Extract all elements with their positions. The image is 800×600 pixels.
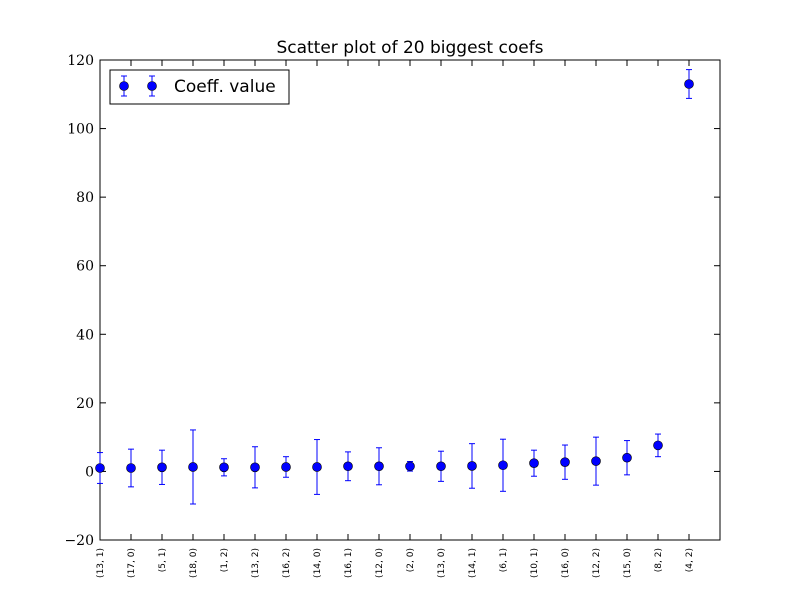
data-point bbox=[498, 460, 508, 471]
data-point bbox=[684, 79, 694, 89]
x-tick-label: (13, 1) bbox=[96, 548, 106, 578]
x-tick-label: (6, 1) bbox=[499, 548, 509, 572]
x-tick-label: (13, 0) bbox=[437, 548, 447, 578]
x-tick-label: (18, 0) bbox=[189, 548, 199, 578]
legend-marker-right bbox=[147, 81, 157, 91]
data-point bbox=[560, 457, 570, 467]
data-point bbox=[95, 463, 105, 473]
data-point bbox=[250, 462, 260, 473]
data-point bbox=[157, 462, 167, 473]
x-tick-label: (12, 0) bbox=[375, 548, 385, 578]
data-point bbox=[467, 461, 477, 471]
x-tick-label: (1, 2) bbox=[220, 548, 230, 572]
x-tick-label: (14, 0) bbox=[313, 548, 323, 578]
data-point bbox=[219, 462, 229, 473]
y-tick-label: 100 bbox=[67, 122, 94, 138]
data-point bbox=[188, 462, 198, 472]
x-tick-label: (16, 1) bbox=[344, 548, 354, 578]
plot-area: −20 0 20 40 60 80 100 120 (13, 1) (17, 0) (5, 1) (1… bbox=[64, 53, 721, 578]
x-tick-label: (4, 2) bbox=[685, 548, 695, 572]
x-tick-label: (12, 2) bbox=[592, 548, 602, 578]
x-tick-label: (13, 2) bbox=[251, 548, 261, 578]
data-point bbox=[436, 461, 446, 472]
y-tick-label: −20 bbox=[64, 533, 94, 549]
data-point bbox=[653, 440, 663, 451]
x-tick-label: (16, 2) bbox=[282, 548, 292, 578]
x-tick-label: (2, 0) bbox=[406, 548, 416, 572]
data-point bbox=[312, 462, 322, 472]
data-point bbox=[529, 458, 539, 469]
chart-title: Scatter plot of 20 biggest coefs bbox=[276, 38, 543, 58]
data-point bbox=[374, 461, 384, 472]
data-point bbox=[591, 456, 601, 466]
y-tick-label: 120 bbox=[67, 53, 94, 69]
legend-box bbox=[109, 69, 290, 105]
legend-marker-left bbox=[119, 81, 129, 91]
data-point bbox=[622, 452, 632, 463]
legend: Coeff. value bbox=[109, 69, 290, 105]
data-point bbox=[405, 461, 415, 472]
legend-label: Coeff. value bbox=[174, 77, 276, 97]
x-tick-label: (16, 0) bbox=[561, 548, 571, 578]
x-tick-label: (15, 0) bbox=[623, 548, 633, 578]
y-tick-label: 40 bbox=[76, 327, 94, 343]
y-tick-label: 60 bbox=[76, 259, 94, 275]
x-tick-label: (8, 2) bbox=[654, 548, 664, 572]
x-tick-label: (5, 1) bbox=[158, 548, 168, 572]
y-tick-label: 0 bbox=[85, 464, 94, 480]
x-tick-label: (10, 1) bbox=[530, 548, 540, 578]
y-tick-label: 20 bbox=[76, 396, 94, 412]
y-tick-label: 80 bbox=[76, 190, 94, 206]
x-tick-label: (14, 1) bbox=[468, 548, 478, 578]
data-point bbox=[343, 461, 353, 472]
data-point bbox=[281, 462, 291, 472]
data-point bbox=[126, 463, 136, 473]
x-tick-label: (17, 0) bbox=[127, 548, 137, 578]
